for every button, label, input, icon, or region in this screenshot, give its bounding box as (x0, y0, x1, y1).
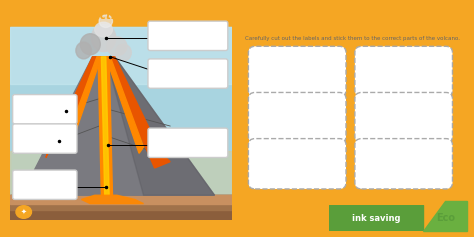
Bar (10, 27, 232, 84)
Text: magma
chamber: magma chamber (382, 62, 426, 81)
Ellipse shape (116, 44, 131, 61)
Bar (10, 195, 232, 220)
Bar (10, 151, 232, 204)
Text: vent: vent (286, 113, 309, 122)
Polygon shape (423, 201, 467, 231)
FancyBboxPatch shape (13, 124, 77, 153)
Ellipse shape (95, 22, 112, 37)
Bar (10, 195, 232, 210)
Ellipse shape (76, 42, 91, 59)
Text: ink saving: ink saving (352, 214, 401, 223)
Text: lava: lava (393, 159, 414, 168)
Polygon shape (66, 57, 101, 147)
FancyBboxPatch shape (248, 46, 346, 97)
Ellipse shape (91, 24, 116, 52)
Ellipse shape (99, 15, 112, 27)
Text: Carefully cut out the labels and stick them to the correct parts of the volcano.: Carefully cut out the labels and stick t… (245, 36, 460, 41)
Polygon shape (21, 57, 215, 195)
Text: conduit: conduit (384, 113, 423, 122)
Text: A Cross Section of a Volcano: A Cross Section of a Volcano (270, 11, 436, 21)
FancyBboxPatch shape (13, 95, 77, 124)
FancyBboxPatch shape (13, 170, 77, 200)
Polygon shape (106, 57, 144, 153)
Polygon shape (166, 174, 215, 195)
Polygon shape (106, 57, 170, 168)
FancyBboxPatch shape (355, 139, 453, 189)
Bar (10, 27, 232, 204)
Polygon shape (106, 57, 215, 195)
Polygon shape (132, 166, 199, 195)
Text: ✦: ✦ (21, 209, 27, 215)
Bar (329, 205, 423, 231)
FancyBboxPatch shape (355, 92, 453, 143)
FancyBboxPatch shape (148, 128, 228, 158)
Text: Eco: Eco (436, 213, 455, 223)
Text: A Cross Section of a Volcano: A Cross Section of a Volcano (38, 11, 204, 21)
FancyBboxPatch shape (248, 139, 346, 189)
Text: eruption cloud: eruption cloud (260, 159, 334, 168)
Polygon shape (82, 195, 144, 204)
FancyBboxPatch shape (355, 46, 453, 97)
Ellipse shape (107, 37, 127, 56)
FancyBboxPatch shape (148, 59, 228, 88)
Ellipse shape (16, 206, 31, 218)
Ellipse shape (80, 34, 100, 55)
FancyBboxPatch shape (148, 21, 228, 50)
Polygon shape (98, 57, 112, 195)
Polygon shape (46, 57, 97, 158)
Bar (10, 195, 232, 204)
FancyBboxPatch shape (248, 92, 346, 143)
Text: layers of
lava and ash: layers of lava and ash (265, 62, 329, 81)
Polygon shape (101, 57, 109, 195)
